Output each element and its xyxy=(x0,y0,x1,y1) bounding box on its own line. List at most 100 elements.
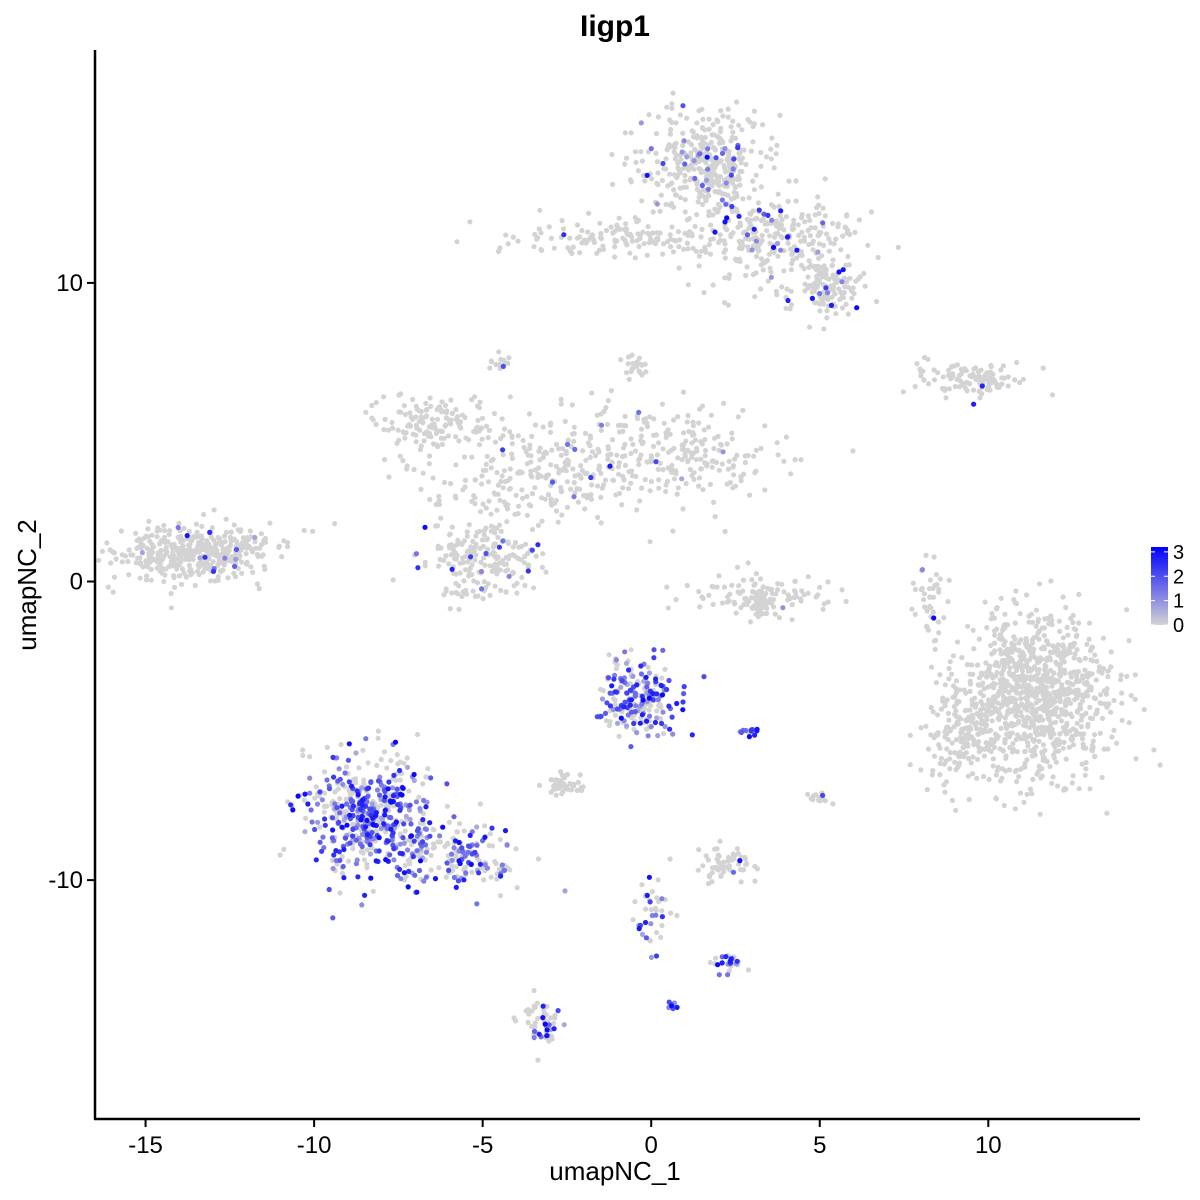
cell-point xyxy=(111,550,117,556)
cell-point xyxy=(531,585,537,591)
cell-point xyxy=(461,877,467,883)
cell-point xyxy=(996,663,1002,669)
cell-point xyxy=(615,225,622,231)
cell-point xyxy=(725,972,731,978)
cell-point xyxy=(1055,783,1061,789)
cell-point xyxy=(524,512,531,518)
cell-point xyxy=(411,466,417,473)
cell-point xyxy=(969,719,975,725)
x-tick-label: 0 xyxy=(645,1132,658,1159)
cell-point xyxy=(774,142,780,148)
cell-point xyxy=(332,521,338,527)
cell-point xyxy=(931,377,938,383)
cell-point xyxy=(726,152,732,158)
cell-point xyxy=(747,492,753,498)
cell-point xyxy=(162,528,168,534)
cell-point xyxy=(574,787,580,794)
cell-point xyxy=(243,551,249,557)
cell-point xyxy=(1073,728,1079,734)
cell-point xyxy=(679,446,685,452)
cell-point xyxy=(925,746,932,752)
cell-point xyxy=(974,726,980,732)
cell-point xyxy=(696,253,703,259)
cell-point xyxy=(1049,780,1055,787)
cell-point xyxy=(1057,669,1064,675)
cell-point xyxy=(646,695,653,701)
cell-point xyxy=(436,865,442,871)
cell-point xyxy=(1021,799,1027,806)
cell-point xyxy=(1060,711,1066,717)
cell-point xyxy=(579,227,585,234)
cell-point xyxy=(337,776,343,782)
cell-point xyxy=(634,238,640,244)
cell-point xyxy=(714,209,721,215)
cell-point xyxy=(477,801,483,807)
cell-point xyxy=(597,220,603,226)
cell-point xyxy=(1007,695,1013,701)
cell-point xyxy=(1041,731,1047,738)
cell-point xyxy=(374,762,380,769)
cell-point xyxy=(1055,737,1061,743)
cell-point xyxy=(330,827,336,833)
cell-point xyxy=(549,479,556,485)
cell-point xyxy=(931,615,937,621)
cell-point xyxy=(413,799,419,805)
cell-point xyxy=(662,723,668,730)
cell-point xyxy=(400,458,406,464)
cell-point xyxy=(698,466,704,472)
cell-point xyxy=(1022,705,1028,711)
cell-point xyxy=(719,197,726,203)
cell-point xyxy=(959,655,965,661)
cell-point xyxy=(772,611,778,617)
cell-point xyxy=(648,724,654,730)
cell-point xyxy=(392,739,399,745)
cell-point xyxy=(509,434,515,440)
cell-point xyxy=(682,161,688,167)
cell-point xyxy=(155,551,161,557)
cell-point xyxy=(642,477,648,483)
cell-point xyxy=(685,413,691,419)
cell-point xyxy=(713,459,720,466)
cell-point xyxy=(1075,669,1082,675)
cell-point xyxy=(850,448,856,454)
cell-point xyxy=(370,888,376,895)
cell-point xyxy=(699,201,706,208)
cell-point xyxy=(949,797,956,804)
cell-point xyxy=(787,306,793,312)
cell-point xyxy=(589,482,595,488)
cell-point xyxy=(147,538,153,544)
cell-point xyxy=(1031,712,1037,719)
cell-point xyxy=(1076,786,1082,792)
cell-point xyxy=(967,707,973,713)
cell-point xyxy=(241,544,247,550)
cell-point xyxy=(404,466,410,472)
cell-point xyxy=(485,479,492,485)
cell-point xyxy=(654,452,661,458)
cell-point xyxy=(444,803,450,809)
cell-point xyxy=(558,401,564,407)
cell-point xyxy=(1035,616,1042,622)
cell-point xyxy=(399,851,405,857)
cell-point xyxy=(194,529,200,536)
cell-point xyxy=(725,302,731,308)
cell-point xyxy=(494,876,500,882)
cell-point xyxy=(717,838,723,844)
cell-point xyxy=(756,608,762,614)
cell-point xyxy=(659,675,665,681)
x-tick-label: -15 xyxy=(128,1132,163,1159)
cell-point xyxy=(397,831,403,837)
cell-point xyxy=(397,866,403,873)
cell-point xyxy=(254,581,261,587)
cell-point xyxy=(438,515,444,521)
cell-point xyxy=(197,555,203,561)
cell-point xyxy=(685,246,691,252)
cell-point xyxy=(830,284,837,290)
cell-point xyxy=(295,793,301,799)
cell-point xyxy=(991,615,998,621)
cell-point xyxy=(1027,676,1033,682)
cell-point xyxy=(386,474,392,480)
cell-point xyxy=(646,707,652,713)
cell-point xyxy=(965,773,972,779)
cell-point xyxy=(428,403,434,409)
cell-point xyxy=(559,488,565,495)
